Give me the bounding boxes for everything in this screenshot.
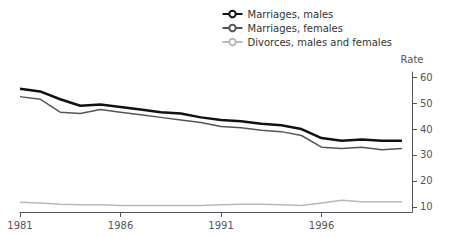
svg-text:50: 50 <box>420 98 433 109</box>
svg-text:1996: 1996 <box>309 220 334 231</box>
svg-text:30: 30 <box>420 149 433 160</box>
svg-text:1981: 1981 <box>7 220 32 231</box>
svg-text:1991: 1991 <box>208 220 233 231</box>
svg-text:Marriages, males: Marriages, males <box>248 9 334 20</box>
svg-text:Rate: Rate <box>401 54 424 65</box>
svg-text:10: 10 <box>420 201 433 212</box>
svg-text:Marriages, females: Marriages, females <box>248 23 343 34</box>
svg-text:20: 20 <box>420 175 433 186</box>
svg-text:1986: 1986 <box>108 220 133 231</box>
svg-text:Divorces, males and females: Divorces, males and females <box>248 37 393 48</box>
svg-text:60: 60 <box>420 72 433 83</box>
svg-text:40: 40 <box>420 124 433 135</box>
